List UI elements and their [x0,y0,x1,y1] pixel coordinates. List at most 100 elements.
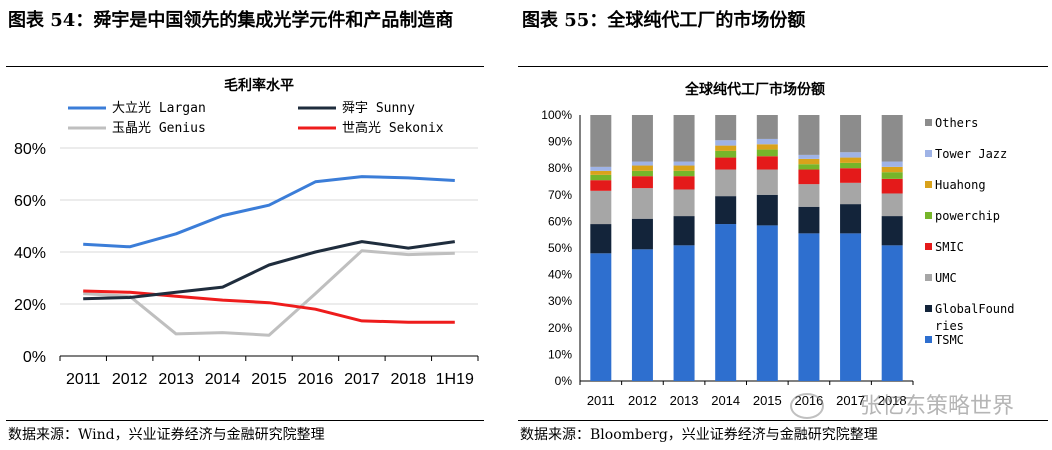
x-tick-label: 2013 [158,371,194,388]
bar-segment-tsmc [590,253,612,381]
x-tick-label: 1H19 [436,371,474,388]
y-tick-label: 30% [548,294,572,308]
caption-rule-left [6,66,484,67]
bar-segment-others [673,115,695,162]
bar-segment-umc [631,188,653,219]
y-tick-label: 70% [548,188,572,202]
y-tick-label: 50% [548,241,572,255]
bar-segment-tower-jazz [840,152,862,158]
series-line-genius [83,249,455,337]
y-tick-label: 60% [548,214,572,228]
legend-label: UMC [935,271,957,285]
x-tick-label: 2014 [205,371,241,388]
x-tick-label: 2017 [344,371,380,388]
bar-segment-globalfoundries [673,216,695,246]
bar-segment-smic [798,169,820,185]
bar-segment-umc [715,169,737,197]
bar-segment-others [756,115,778,139]
legend-label: GlobalFound [935,302,1014,316]
y-tick-label: 40% [14,245,46,262]
bar-segment-umc [881,193,903,217]
bar-segment-globalfoundries [840,204,862,234]
bar-segment-globalfoundries [798,206,820,234]
y-tick-label: 0% [23,349,46,366]
bar-segment-others [881,115,903,162]
bar-segment-others [798,115,820,155]
series-line-largan [83,175,455,249]
legend-label: 舜宇 Sunny [342,101,415,116]
bar-segment-tsmc [798,233,820,381]
bar-segment-umc [673,189,695,217]
bar-segment-others [715,115,737,141]
bar-segment-powerchip [715,150,737,158]
legend-label: 玉晶光 Genius [112,121,206,136]
y-tick-label: 80% [14,141,46,158]
figure-54-caption: 图表 54：舜宇是中国领先的集成光学元件和产品制造商 [8,10,454,31]
bar-segment-umc [756,169,778,195]
bar-segment-umc [590,190,612,225]
legend-label: 世高光 Sekonix [342,120,444,136]
y-tick-label: 60% [14,193,46,210]
watermark-text: 张忆东策略世界 [859,394,1014,419]
bar-segment-powerchip [631,170,653,177]
bar-segment-huahong [798,158,820,165]
legend-swatch [925,243,932,250]
source-rule-left [6,420,484,421]
legend-swatch [925,150,932,157]
x-tick-label: 2017 [836,393,865,408]
legend-swatch [925,119,932,126]
x-tick-label: 2016 [298,371,334,388]
bar-segment-smic [631,176,653,189]
bar-segment-huahong [631,165,653,171]
bar-segment-smic [673,176,695,190]
bar-segment-huahong [756,144,778,150]
y-tick-label: 40% [548,268,572,282]
x-tick-label: 2014 [711,393,740,408]
bar-segment-tsmc [673,245,695,381]
bar-segment-others [631,115,653,162]
bar-segment-huahong [590,170,612,175]
x-tick-label: 2015 [753,393,782,408]
bar-segment-globalfoundries [590,224,612,254]
chart-title: 全球纯代工厂市场份额 [684,81,825,98]
y-tick-label: 10% [548,347,572,361]
bar-segment-tower-jazz [715,140,737,146]
bar-segment-umc [840,182,862,205]
x-tick-label: 2015 [251,371,287,388]
figure-54-source: 数据来源：Wind，兴业证券经济与金融研究院整理 [8,427,325,443]
y-tick-label: 90% [548,135,572,149]
bar-segment-powerchip [840,162,862,169]
legend-label: 大立光 Largan [112,101,206,116]
legend-swatch [925,181,932,188]
bar-segment-powerchip [590,174,612,181]
x-tick-label: 2011 [66,371,101,388]
bar-segment-tower-jazz [590,166,612,171]
bar-segment-powerchip [881,172,903,179]
x-tick-label: 2011 [587,393,615,408]
bar-segment-globalfoundries [715,196,737,225]
legend-label: ries [935,319,964,333]
bar-segment-tower-jazz [881,161,903,167]
bar-segment-globalfoundries [631,218,653,250]
bar-segment-huahong [715,145,737,151]
bar-segment-powerchip [798,164,820,170]
legend-swatch [925,212,932,219]
x-tick-label: 2012 [628,393,657,408]
series-line-sekonix [83,289,455,324]
bar-segment-globalfoundries [881,216,903,246]
legend-label: Others [935,116,978,130]
x-tick-label: 2018 [391,371,427,388]
watermark-logo-icon [790,393,824,419]
bar-segment-globalfoundries [756,194,778,226]
bar-segment-tsmc [715,224,737,381]
legend-swatch [925,336,932,343]
y-tick-label: 0% [555,374,573,388]
caption-rule-right [518,66,1048,67]
y-tick-label: 20% [548,321,572,335]
y-tick-label: 20% [14,297,46,314]
bar-segment-tower-jazz [798,154,820,159]
legend-label: powerchip [935,209,1000,223]
bar-segment-others [840,115,862,153]
bar-segment-smic [840,168,862,183]
